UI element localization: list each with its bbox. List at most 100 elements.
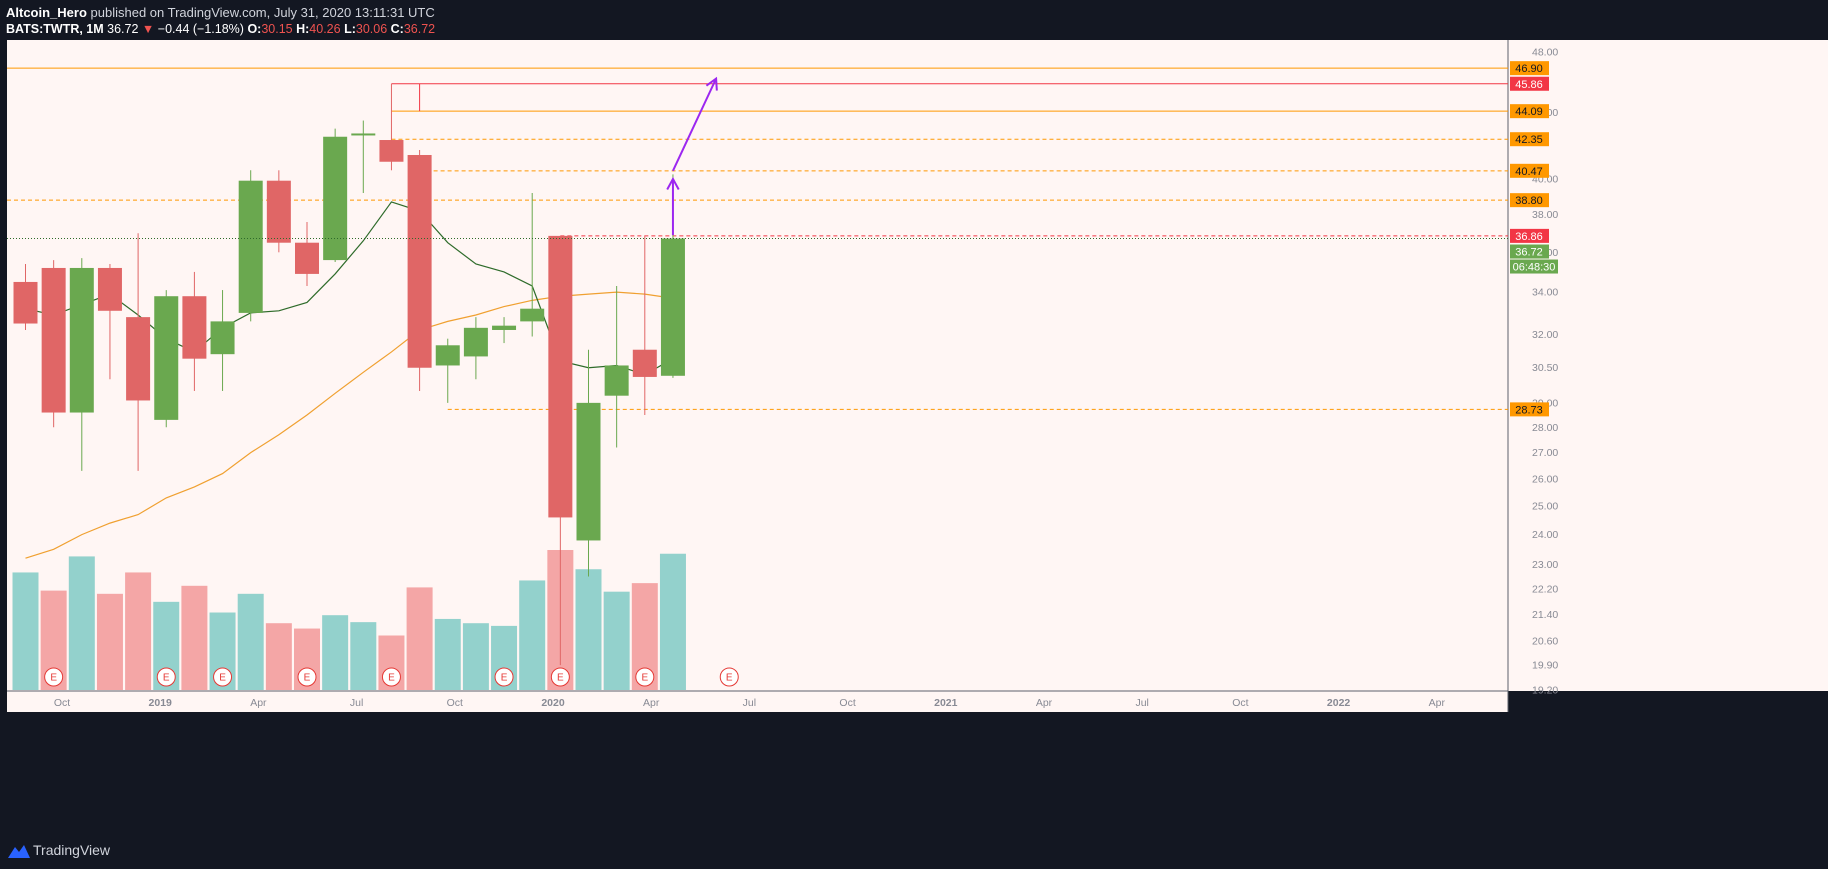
current-price-label: 36.72 [1515, 247, 1543, 259]
volume-bar [350, 622, 377, 690]
price-tick-label: 19.20 [1532, 685, 1558, 697]
earnings-marker-label: E [557, 673, 564, 684]
tradingview-logo-icon[interactable] [8, 844, 30, 858]
price-tick-label: 21.40 [1532, 609, 1558, 621]
candle-body [351, 133, 376, 136]
candle-body [435, 345, 460, 366]
candle-body [41, 267, 66, 413]
volume-bar [434, 618, 461, 690]
earnings-marker-label: E [388, 673, 395, 684]
earnings-marker-label: E [641, 673, 648, 684]
volume-bar [322, 615, 349, 690]
time-tick-label: Apr [1429, 697, 1446, 709]
candle-body [379, 140, 404, 162]
earnings-marker-icon [494, 667, 514, 687]
time-tick-label: Oct [54, 697, 70, 709]
level-price-label: 38.80 [1515, 195, 1543, 207]
price-change: −0.44 (−1.18%) [157, 22, 244, 36]
level-price-label: 46.90 [1515, 63, 1543, 75]
price-chart[interactable]: EEEEEEEEE48.0044.0040.0038.0036.0034.003… [0, 40, 1828, 832]
volume-bar [265, 623, 292, 690]
time-tick-label: Jul [743, 697, 756, 709]
candle-body [97, 267, 122, 311]
annotation-arrowhead [666, 176, 680, 190]
low-value: 30.06 [355, 22, 388, 36]
annotation-arrow [672, 78, 718, 172]
tradingview-brand[interactable]: TradingView [33, 842, 111, 858]
price-tick-label: 48.00 [1532, 47, 1558, 59]
price-tick-label: 26.00 [1532, 473, 1558, 485]
volume-bar [575, 569, 602, 690]
earnings-marker-label: E [219, 673, 226, 684]
candle-body [576, 402, 601, 541]
time-axis-background [7, 691, 1508, 712]
time-tick-label: Oct [839, 697, 855, 709]
plot-background [7, 40, 1508, 691]
earnings-marker-icon [213, 667, 233, 687]
candle-body [126, 317, 151, 401]
price-tick-label: 22.20 [1532, 583, 1558, 595]
time-tick-label: Apr [1036, 697, 1053, 709]
level-price-badge [1510, 193, 1549, 208]
time-tick-label: Oct [1232, 697, 1248, 709]
price-tick-label: 23.00 [1532, 559, 1558, 571]
earnings-marker-icon [381, 667, 401, 687]
candle-body [548, 235, 573, 518]
time-tick-label: Apr [250, 697, 267, 709]
earnings-marker-icon [719, 667, 739, 687]
open-value: 30.15 [261, 22, 293, 36]
published-text: published on TradingView.com, July 31, 2… [90, 5, 435, 20]
price-tick-label: 32.00 [1532, 329, 1558, 341]
candle-body [660, 238, 685, 376]
candle-body [632, 349, 657, 377]
candle-body [604, 365, 629, 396]
volume-bar [603, 591, 630, 690]
candle-body [463, 327, 488, 357]
volume-bar [96, 593, 123, 690]
candle-body [520, 308, 545, 322]
symbol-label[interactable]: BATS:TWTR, 1M [6, 22, 104, 36]
annotation-arrowhead [705, 76, 718, 91]
level-price-badge [1510, 228, 1549, 243]
high-label: H: [296, 22, 310, 36]
earnings-marker-label: E [501, 673, 508, 684]
candle-body [323, 136, 348, 261]
low-label: L: [344, 22, 356, 36]
footer: TradingView [0, 832, 1828, 869]
time-tick-label: 2019 [149, 697, 173, 709]
volume-bar [12, 572, 39, 690]
level-price-badge [1510, 132, 1549, 147]
candle-body [210, 321, 235, 355]
volume-bar [659, 553, 686, 690]
chart-area[interactable]: EEEEEEEEE48.0044.0040.0038.0036.0034.003… [0, 40, 1828, 832]
level-price-badge [1510, 76, 1549, 91]
level-price-label: 28.73 [1515, 404, 1543, 416]
earnings-marker-icon [44, 667, 64, 687]
earnings-marker-icon [550, 667, 570, 687]
open-label: O: [247, 22, 262, 36]
ohlc-legend: BATS:TWTR, 1M 36.72 ▼ −0.44 (−1.18%) O:3… [6, 22, 435, 36]
price-tick-label: 38.00 [1532, 209, 1558, 221]
earnings-marker-label: E [163, 673, 170, 684]
earnings-marker-icon [635, 667, 655, 687]
candle-body [407, 154, 432, 368]
high-value: 40.26 [309, 22, 341, 36]
time-tick-label: 2022 [1327, 697, 1351, 709]
time-tick-label: 2020 [541, 697, 565, 709]
earnings-marker-icon [156, 667, 176, 687]
author-name[interactable]: Altcoin_Hero [6, 5, 87, 20]
level-price-label: 36.86 [1515, 231, 1543, 243]
level-price-badge [1510, 402, 1549, 417]
earnings-marker-label: E [726, 673, 733, 684]
level-price-badge [1510, 104, 1549, 119]
level-price-label: 40.47 [1515, 166, 1543, 178]
candle-body [13, 281, 38, 324]
time-tick-label: Oct [447, 697, 463, 709]
price-tick-label: 20.60 [1532, 635, 1558, 647]
level-price-label: 42.35 [1515, 134, 1543, 146]
earnings-marker-icon [297, 667, 317, 687]
volume-bar [519, 580, 546, 690]
candle-body [154, 296, 179, 420]
price-tick-label: 28.00 [1532, 422, 1558, 434]
level-price-label: 44.09 [1515, 106, 1543, 118]
